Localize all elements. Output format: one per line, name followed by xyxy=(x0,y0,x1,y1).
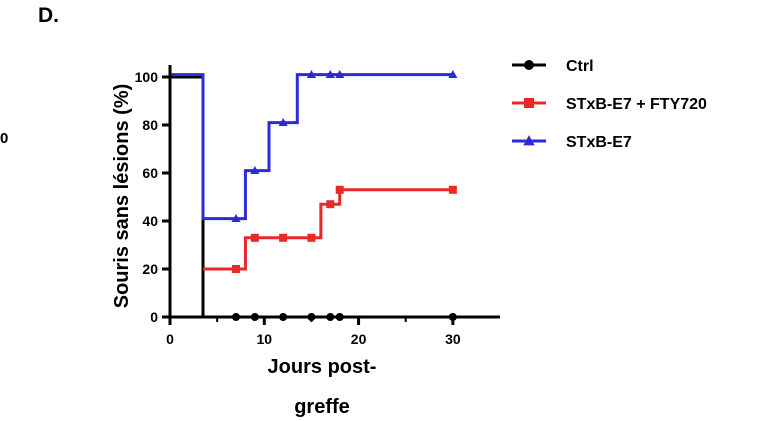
legend-label-ctrl: Ctrl xyxy=(566,58,594,75)
data-point-stxb-e7 xyxy=(335,70,345,79)
legend-marker-stxb-e7-fty720 xyxy=(524,98,534,108)
data-point-stxb-e7-fty720 xyxy=(335,185,344,194)
axes: 0 20 40 60 80 100 0 10 20 30 xyxy=(135,65,500,347)
legend: Ctrl STxB-E7 + FTY720 STxB-E7 xyxy=(512,58,707,151)
legend-label-stxb-e7: STxB-E7 xyxy=(566,134,632,151)
legend-label-stxb-e7-fty720: STxB-E7 + FTY720 xyxy=(566,96,707,113)
x-tick-label: 20 xyxy=(351,331,367,347)
y-tick-label: 40 xyxy=(142,213,158,229)
cropped-edge-text: 0 xyxy=(0,130,9,147)
data-point-stxb-e7 xyxy=(250,166,260,175)
x-axis-label-line-2: greffe xyxy=(294,396,350,418)
plot-lines xyxy=(170,73,453,319)
data-point-stxb-e7 xyxy=(278,118,288,127)
x-tick-label: 0 xyxy=(166,331,174,347)
legend-marker-stxb-e7 xyxy=(523,135,535,146)
x-axis-label-line-1: Jours post- xyxy=(268,356,377,378)
y-tick-label: 0 xyxy=(150,309,158,325)
panel-label: D. xyxy=(38,4,59,27)
y-tick-label: 80 xyxy=(142,117,158,133)
plot-markers xyxy=(231,70,458,321)
y-tick-label: 100 xyxy=(135,69,159,85)
x-tick-label: 30 xyxy=(445,331,461,347)
data-point-stxb-e7 xyxy=(325,70,335,79)
x-tick-label: 10 xyxy=(256,331,272,347)
series-line-stxb-e7 xyxy=(170,73,453,221)
data-point-stxb-e7 xyxy=(306,70,317,79)
data-point-stxb-e7-fty720 xyxy=(279,233,288,242)
data-point-stxb-e7-fty720 xyxy=(448,185,457,194)
data-point-stxb-e7-fty720 xyxy=(307,233,316,242)
y-tick-label: 60 xyxy=(142,165,158,181)
series-line-ctrl xyxy=(170,75,453,319)
y-tick-label: 20 xyxy=(142,261,158,277)
data-point-stxb-e7-fty720 xyxy=(250,233,259,242)
y-axis-label: Souris sans lésions (%) xyxy=(111,84,133,309)
data-point-stxb-e7 xyxy=(231,214,241,223)
data-point-stxb-e7 xyxy=(448,70,458,79)
data-point-stxb-e7-fty720 xyxy=(326,200,335,209)
data-point-stxb-e7-fty720 xyxy=(232,265,240,273)
legend-marker-ctrl xyxy=(524,60,534,70)
